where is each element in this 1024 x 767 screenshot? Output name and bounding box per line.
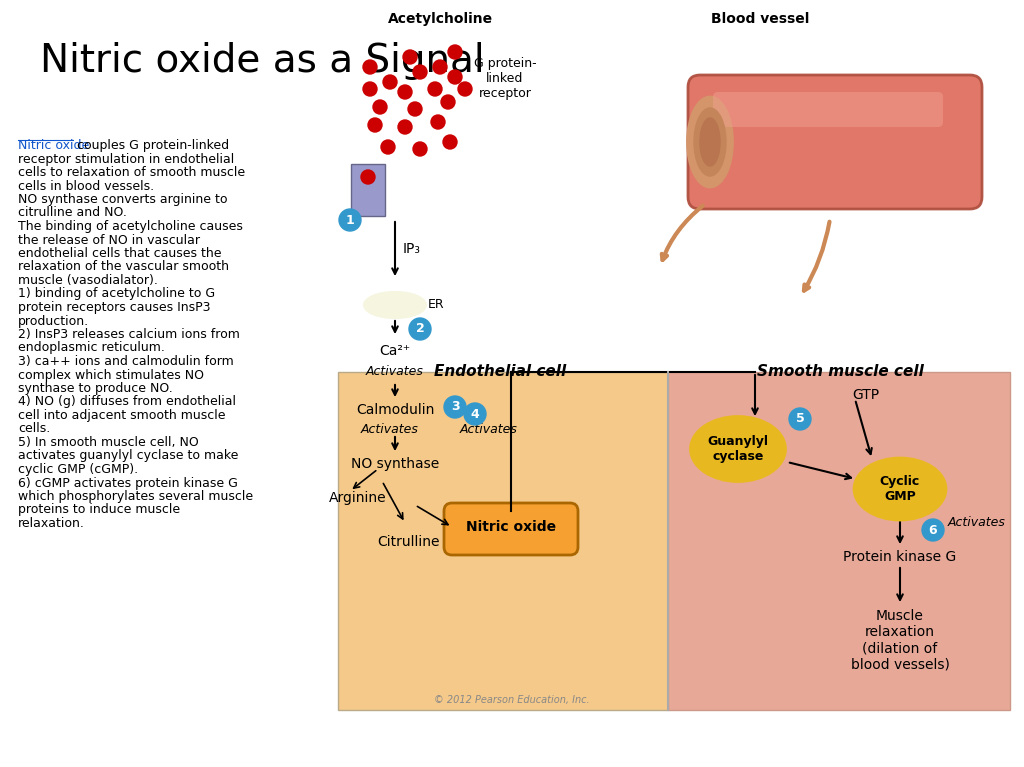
Text: cells to relaxation of smooth muscle: cells to relaxation of smooth muscle xyxy=(18,166,245,179)
Text: the release of NO in vascular: the release of NO in vascular xyxy=(18,233,200,246)
Text: 5) In smooth muscle cell, NO: 5) In smooth muscle cell, NO xyxy=(18,436,199,449)
Circle shape xyxy=(398,85,412,99)
Text: Activates: Activates xyxy=(948,515,1006,528)
FancyBboxPatch shape xyxy=(688,75,982,209)
Text: Muscle
relaxation
(dilation of
blood vessels): Muscle relaxation (dilation of blood ves… xyxy=(851,609,949,672)
Circle shape xyxy=(428,82,442,96)
Text: 4: 4 xyxy=(471,407,479,420)
Ellipse shape xyxy=(694,108,726,176)
FancyBboxPatch shape xyxy=(713,92,943,127)
Ellipse shape xyxy=(687,97,732,187)
Text: endothelial cells that causes the: endothelial cells that causes the xyxy=(18,247,221,260)
Text: The binding of acetylcholine causes: The binding of acetylcholine causes xyxy=(18,220,243,233)
Text: production.: production. xyxy=(18,314,89,328)
Text: couples G protein-linked: couples G protein-linked xyxy=(73,139,229,152)
Text: citrulline and NO.: citrulline and NO. xyxy=(18,206,127,219)
Circle shape xyxy=(403,50,417,64)
Ellipse shape xyxy=(854,458,946,520)
Text: NO synthase: NO synthase xyxy=(351,457,439,471)
Text: Citrulline: Citrulline xyxy=(377,535,439,549)
Text: protein receptors causes InsP3: protein receptors causes InsP3 xyxy=(18,301,211,314)
Text: Calmodulin: Calmodulin xyxy=(355,403,434,417)
Text: 2) InsP3 releases calcium ions from: 2) InsP3 releases calcium ions from xyxy=(18,328,240,341)
Text: ER: ER xyxy=(428,298,444,311)
FancyBboxPatch shape xyxy=(444,503,578,555)
Text: cells.: cells. xyxy=(18,423,50,436)
Text: © 2012 Pearson Education, Inc.: © 2012 Pearson Education, Inc. xyxy=(434,695,590,705)
Text: cells in blood vessels.: cells in blood vessels. xyxy=(18,179,155,193)
Text: cyclic GMP (cGMP).: cyclic GMP (cGMP). xyxy=(18,463,138,476)
Text: Activates: Activates xyxy=(366,365,424,378)
Text: relaxation of the vascular smooth: relaxation of the vascular smooth xyxy=(18,261,229,274)
Text: G protein-
linked
receptor: G protein- linked receptor xyxy=(474,57,537,100)
Text: Arginine: Arginine xyxy=(329,491,387,505)
Text: 5: 5 xyxy=(796,413,805,426)
Circle shape xyxy=(383,75,397,89)
Text: 4) NO (g) diffuses from endothelial: 4) NO (g) diffuses from endothelial xyxy=(18,396,236,409)
Circle shape xyxy=(449,70,462,84)
Bar xyxy=(338,372,668,710)
Text: Guanylyl
cyclase: Guanylyl cyclase xyxy=(708,435,768,463)
Circle shape xyxy=(443,135,457,149)
Circle shape xyxy=(441,95,455,109)
Text: complex which stimulates NO: complex which stimulates NO xyxy=(18,368,204,381)
Circle shape xyxy=(464,403,486,425)
Text: relaxation.: relaxation. xyxy=(18,517,85,530)
Text: synthase to produce NO.: synthase to produce NO. xyxy=(18,382,173,395)
Text: Endothelial cell: Endothelial cell xyxy=(434,364,566,379)
Circle shape xyxy=(790,408,811,430)
Circle shape xyxy=(381,140,395,154)
Text: Smooth muscle cell: Smooth muscle cell xyxy=(757,364,924,379)
Text: Acetylcholine: Acetylcholine xyxy=(387,12,493,26)
Circle shape xyxy=(449,45,462,59)
Text: proteins to induce muscle: proteins to induce muscle xyxy=(18,503,180,516)
Text: Nitric oxide as a Signal: Nitric oxide as a Signal xyxy=(40,42,484,80)
Text: Activates: Activates xyxy=(460,423,518,436)
Text: 3) ca++ ions and calmodulin form: 3) ca++ ions and calmodulin form xyxy=(18,355,233,368)
Text: NO synthase converts arginine to: NO synthase converts arginine to xyxy=(18,193,227,206)
Text: 1) binding of acetylcholine to G: 1) binding of acetylcholine to G xyxy=(18,288,215,301)
Circle shape xyxy=(408,102,422,116)
Text: muscle (vasodialator).: muscle (vasodialator). xyxy=(18,274,158,287)
Text: 2: 2 xyxy=(416,322,424,335)
Bar xyxy=(668,372,1010,710)
Text: Blood vessel: Blood vessel xyxy=(711,12,809,26)
Text: cell into adjacent smooth muscle: cell into adjacent smooth muscle xyxy=(18,409,225,422)
Text: endoplasmic reticulum.: endoplasmic reticulum. xyxy=(18,341,165,354)
Text: Ca²⁺: Ca²⁺ xyxy=(380,344,411,358)
Text: which phosphorylates several muscle: which phosphorylates several muscle xyxy=(18,490,253,503)
Text: GTP: GTP xyxy=(852,388,880,402)
Circle shape xyxy=(398,120,412,134)
Circle shape xyxy=(409,318,431,340)
Circle shape xyxy=(431,115,445,129)
Circle shape xyxy=(433,60,447,74)
Circle shape xyxy=(444,396,466,418)
Text: Nitric oxide: Nitric oxide xyxy=(466,520,556,534)
Text: Protein kinase G: Protein kinase G xyxy=(844,550,956,564)
Circle shape xyxy=(368,118,382,132)
Circle shape xyxy=(362,82,377,96)
Text: 6) cGMP activates protein kinase G: 6) cGMP activates protein kinase G xyxy=(18,476,238,489)
Ellipse shape xyxy=(690,416,785,482)
Text: 3: 3 xyxy=(451,400,460,413)
Text: activates guanylyl cyclase to make: activates guanylyl cyclase to make xyxy=(18,449,239,463)
Circle shape xyxy=(413,142,427,156)
Circle shape xyxy=(339,209,361,231)
Text: 1: 1 xyxy=(346,213,354,226)
Circle shape xyxy=(458,82,472,96)
Ellipse shape xyxy=(700,118,720,166)
FancyBboxPatch shape xyxy=(351,164,385,216)
Circle shape xyxy=(362,60,377,74)
Text: Nitric oxide: Nitric oxide xyxy=(18,139,89,152)
Text: receptor stimulation in endothelial: receptor stimulation in endothelial xyxy=(18,153,234,166)
Circle shape xyxy=(361,170,375,184)
Ellipse shape xyxy=(364,292,426,318)
Circle shape xyxy=(922,519,944,541)
Text: Activates: Activates xyxy=(361,423,419,436)
Circle shape xyxy=(413,65,427,79)
Text: Cyclic
GMP: Cyclic GMP xyxy=(880,475,921,503)
Text: 6: 6 xyxy=(929,524,937,536)
Text: IP₃: IP₃ xyxy=(403,242,421,256)
Circle shape xyxy=(373,100,387,114)
